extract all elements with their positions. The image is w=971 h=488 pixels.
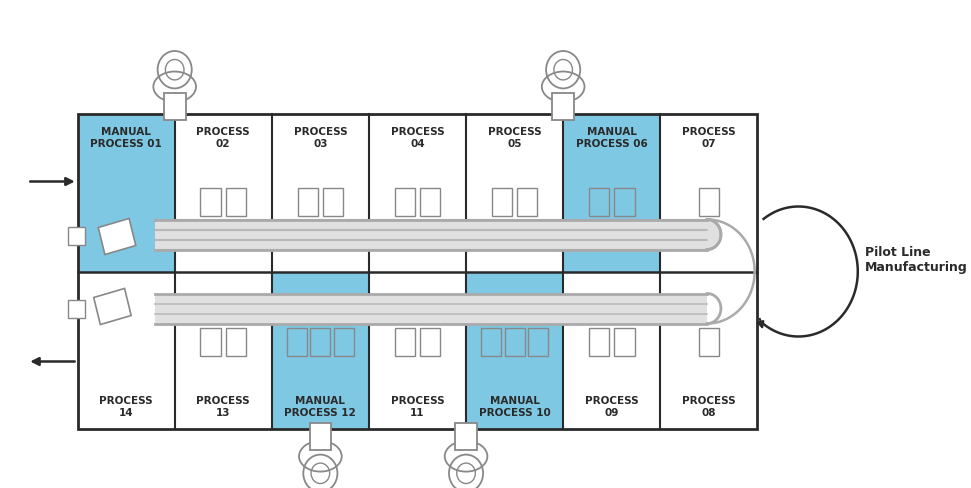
Bar <box>200 188 220 216</box>
Bar <box>481 328 501 356</box>
Bar <box>699 328 719 356</box>
Bar <box>552 94 574 121</box>
Bar <box>78 115 175 272</box>
Text: PROCESS
03: PROCESS 03 <box>293 127 348 149</box>
Polygon shape <box>707 220 720 250</box>
Text: PROCESS
13: PROCESS 13 <box>196 395 251 417</box>
Bar <box>226 188 246 216</box>
Bar <box>518 188 537 216</box>
Bar <box>589 188 609 216</box>
Bar <box>78 115 757 429</box>
Bar <box>323 188 343 216</box>
Text: PROCESS
14: PROCESS 14 <box>99 395 153 417</box>
Bar <box>164 94 185 121</box>
Bar <box>286 328 307 356</box>
Bar <box>155 294 707 324</box>
Bar <box>699 188 719 216</box>
Bar <box>466 272 563 429</box>
Bar <box>310 423 331 450</box>
Bar <box>615 328 634 356</box>
Bar <box>491 188 512 216</box>
Bar <box>297 188 318 216</box>
Bar <box>394 188 415 216</box>
Bar <box>226 328 246 356</box>
Text: PROCESS
04: PROCESS 04 <box>390 127 445 149</box>
Bar <box>155 220 707 250</box>
Ellipse shape <box>153 72 196 102</box>
Bar <box>311 328 330 356</box>
Text: PROCESS
11: PROCESS 11 <box>390 395 445 417</box>
Bar <box>528 328 549 356</box>
Text: PROCESS
09: PROCESS 09 <box>585 395 639 417</box>
Bar <box>334 328 354 356</box>
Bar <box>98 219 136 255</box>
Bar <box>563 115 660 272</box>
Bar <box>68 227 84 245</box>
Text: PROCESS
07: PROCESS 07 <box>682 127 736 149</box>
Bar <box>68 300 84 318</box>
Bar <box>394 328 415 356</box>
Bar <box>615 188 634 216</box>
Bar <box>94 289 131 325</box>
Text: MANUAL
PROCESS 01: MANUAL PROCESS 01 <box>90 127 162 149</box>
Bar <box>272 272 369 429</box>
Bar <box>589 328 609 356</box>
Text: MANUAL
PROCESS 06: MANUAL PROCESS 06 <box>576 127 648 149</box>
Text: PROCESS
05: PROCESS 05 <box>487 127 542 149</box>
Bar <box>420 188 440 216</box>
Bar <box>505 328 524 356</box>
Bar <box>455 423 477 450</box>
Ellipse shape <box>299 441 342 471</box>
Ellipse shape <box>542 72 585 102</box>
Bar <box>420 328 440 356</box>
Ellipse shape <box>445 441 487 471</box>
Text: PROCESS
02: PROCESS 02 <box>196 127 251 149</box>
Text: MANUAL
PROCESS 12: MANUAL PROCESS 12 <box>285 395 356 417</box>
Text: PROCESS
08: PROCESS 08 <box>682 395 736 417</box>
Text: MANUAL
PROCESS 10: MANUAL PROCESS 10 <box>479 395 551 417</box>
Text: Pilot Line
Manufacturing: Pilot Line Manufacturing <box>865 246 968 274</box>
Bar <box>200 328 220 356</box>
